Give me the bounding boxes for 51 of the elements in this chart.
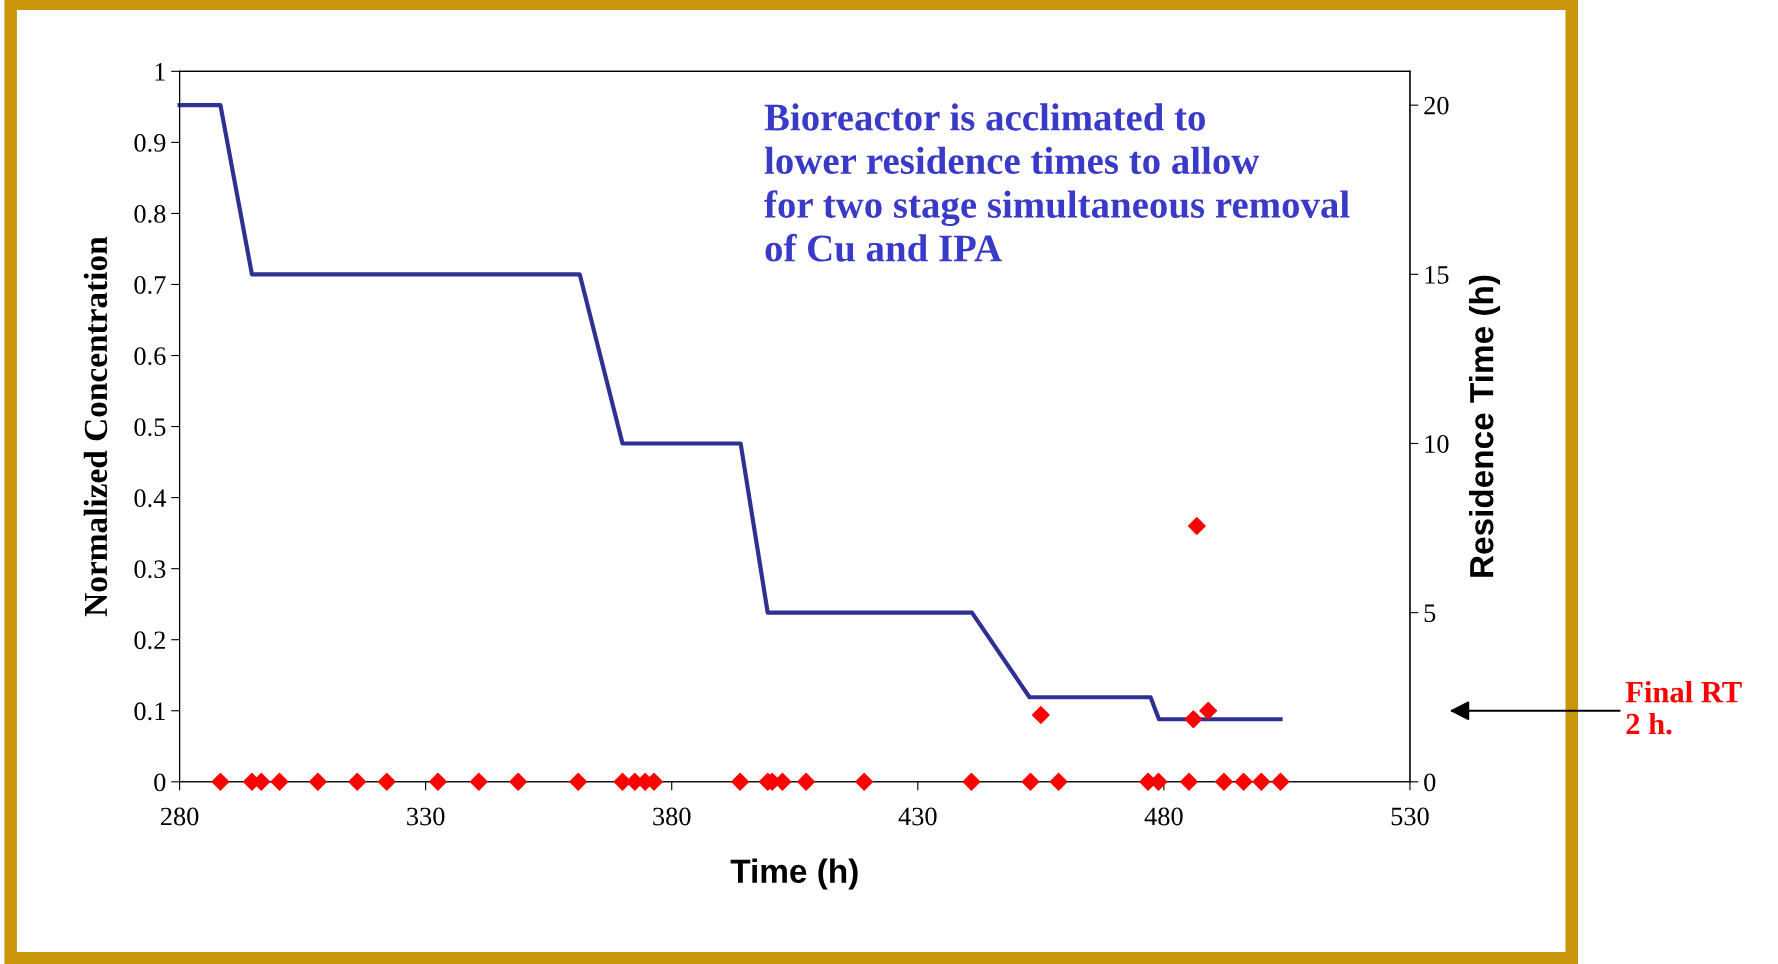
y2-tick-label: 0 [1424, 773, 1436, 792]
x-axis-title: Time (h) [730, 858, 858, 890]
y-tick-label: 0 [154, 773, 166, 792]
point [469, 772, 488, 791]
x-tick-label: 480 [1144, 807, 1183, 826]
point [211, 772, 230, 791]
y-tick-label: 0.3 [134, 560, 166, 579]
x-tick-label: 280 [160, 807, 199, 826]
y-tick-label: 0.8 [134, 205, 166, 223]
y-tick-label: 0.1 [134, 702, 165, 721]
x-tick-label: 430 [898, 807, 937, 826]
y-tick-label: 0.5 [134, 418, 166, 437]
point [797, 772, 815, 791]
point [962, 772, 981, 791]
y-axis-title: Normalized Concentration [83, 236, 108, 617]
point [1271, 772, 1290, 791]
y2-tick-label: 20 [1424, 96, 1449, 115]
text: Final RT 2 h. [1625, 680, 1742, 735]
point [1234, 772, 1253, 791]
point [1031, 706, 1050, 724]
point [1187, 517, 1206, 535]
point [348, 772, 367, 791]
point [1184, 710, 1203, 729]
y-tick-label: 0.7 [134, 276, 166, 295]
y2-tick-label: 10 [1425, 435, 1449, 453]
y-tick-label: 0.9 [134, 133, 166, 152]
y2-tick-label: 5 [1424, 604, 1436, 623]
x-tick-label: 380 [653, 807, 691, 826]
y-tick-label: 1 [155, 63, 165, 81]
point [1180, 772, 1198, 791]
point [1199, 701, 1218, 720]
y2-tick-label: 15 [1425, 266, 1449, 284]
y2-axis-title: Residence Time (h) [1468, 275, 1501, 577]
point [509, 772, 528, 791]
point [731, 772, 750, 791]
point [308, 772, 327, 791]
y-tick-label: 0.4 [134, 489, 166, 508]
point [429, 772, 447, 791]
point [855, 772, 874, 791]
annotation: Bioreactor is acclimated to lower residence times to allow for two stage simultaneous removal of Cu and IPA [764, 103, 1350, 262]
point [1215, 772, 1233, 791]
point [1252, 772, 1271, 791]
y-tick-label: 0.2 [134, 631, 165, 650]
point [270, 772, 289, 791]
point [1049, 772, 1068, 791]
point [377, 772, 396, 791]
x-tick-label: 330 [407, 807, 445, 826]
y-tick-label: 0.6 [134, 347, 166, 366]
x-tick-label: 530 [1391, 807, 1429, 826]
point [569, 772, 588, 791]
point [1021, 772, 1040, 791]
